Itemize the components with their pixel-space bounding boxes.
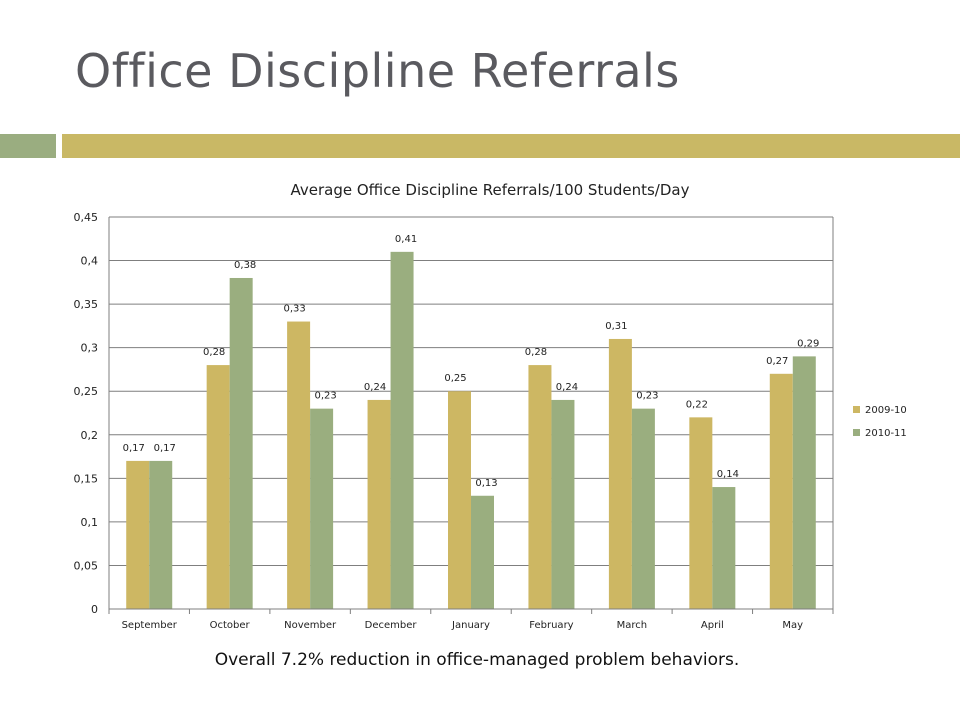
bar: [390, 251, 414, 609]
data-label: 0,22: [686, 399, 708, 410]
data-label: 0,14: [717, 469, 739, 480]
bar: [528, 365, 552, 609]
accent-bar-right: [62, 134, 960, 158]
slide-title: Office Discipline Referrals: [75, 44, 680, 98]
data-label: 0,23: [314, 391, 336, 402]
bar: [229, 277, 253, 609]
x-tick-label: November: [284, 620, 337, 631]
x-tick-label: April: [701, 620, 724, 631]
bar: [792, 356, 816, 609]
data-label: 0,41: [395, 234, 417, 245]
y-tick-label: 0,05: [74, 559, 99, 572]
accent-bar-left: [0, 134, 56, 158]
y-tick-label: 0,45: [74, 211, 99, 224]
bar: [689, 417, 713, 609]
chart-title: Average Office Discipline Referrals/100 …: [290, 181, 690, 199]
data-label: 0,17: [154, 443, 176, 454]
bar: [149, 460, 173, 609]
data-label: 0,28: [203, 347, 225, 358]
data-label: 0,29: [797, 338, 819, 349]
data-label: 0,17: [123, 443, 145, 454]
bar: [608, 338, 632, 609]
y-tick-label: 0,1: [81, 516, 99, 529]
data-label: 0,24: [556, 382, 578, 393]
legend-swatch: [853, 429, 860, 436]
bar: [471, 495, 494, 609]
slide-caption: Overall 7.2% reduction in office-managed…: [214, 650, 740, 670]
bar: [126, 460, 150, 609]
data-label: 0,31: [605, 321, 627, 332]
y-tick-label: 0,2: [81, 429, 99, 442]
x-tick-label: February: [529, 620, 573, 631]
legend-label: 2009-10: [865, 405, 907, 416]
x-tick-label: May: [782, 620, 803, 631]
bar: [206, 365, 230, 609]
x-tick-label: March: [617, 620, 647, 631]
data-label: 0,24: [364, 382, 386, 393]
y-tick-label: 0,4: [81, 255, 99, 268]
bar: [769, 373, 793, 609]
bar: [287, 321, 311, 609]
bar: [367, 399, 391, 609]
x-tick-label: October: [210, 620, 251, 631]
bar: [712, 487, 736, 609]
legend-swatch: [853, 406, 860, 413]
bar: [310, 408, 334, 609]
data-label: 0,13: [475, 478, 497, 489]
x-tick-label: September: [122, 620, 178, 631]
legend-label: 2010-11: [865, 428, 907, 439]
data-label: 0,25: [444, 373, 466, 384]
data-label: 0,27: [766, 356, 788, 367]
y-tick-label: 0,15: [74, 472, 99, 485]
bar: [631, 408, 655, 609]
y-tick-label: 0,3: [81, 342, 99, 355]
bar: [551, 399, 575, 609]
x-tick-label: December: [365, 620, 418, 631]
bar: [448, 391, 471, 609]
data-label: 0,23: [636, 391, 658, 402]
x-tick-label: January: [451, 620, 490, 631]
y-tick-label: 0: [91, 603, 98, 616]
data-label: 0,38: [234, 260, 256, 271]
data-label: 0,28: [525, 347, 547, 358]
y-tick-label: 0,25: [74, 385, 99, 398]
y-tick-label: 0,35: [74, 298, 99, 311]
data-label: 0,33: [283, 304, 305, 315]
